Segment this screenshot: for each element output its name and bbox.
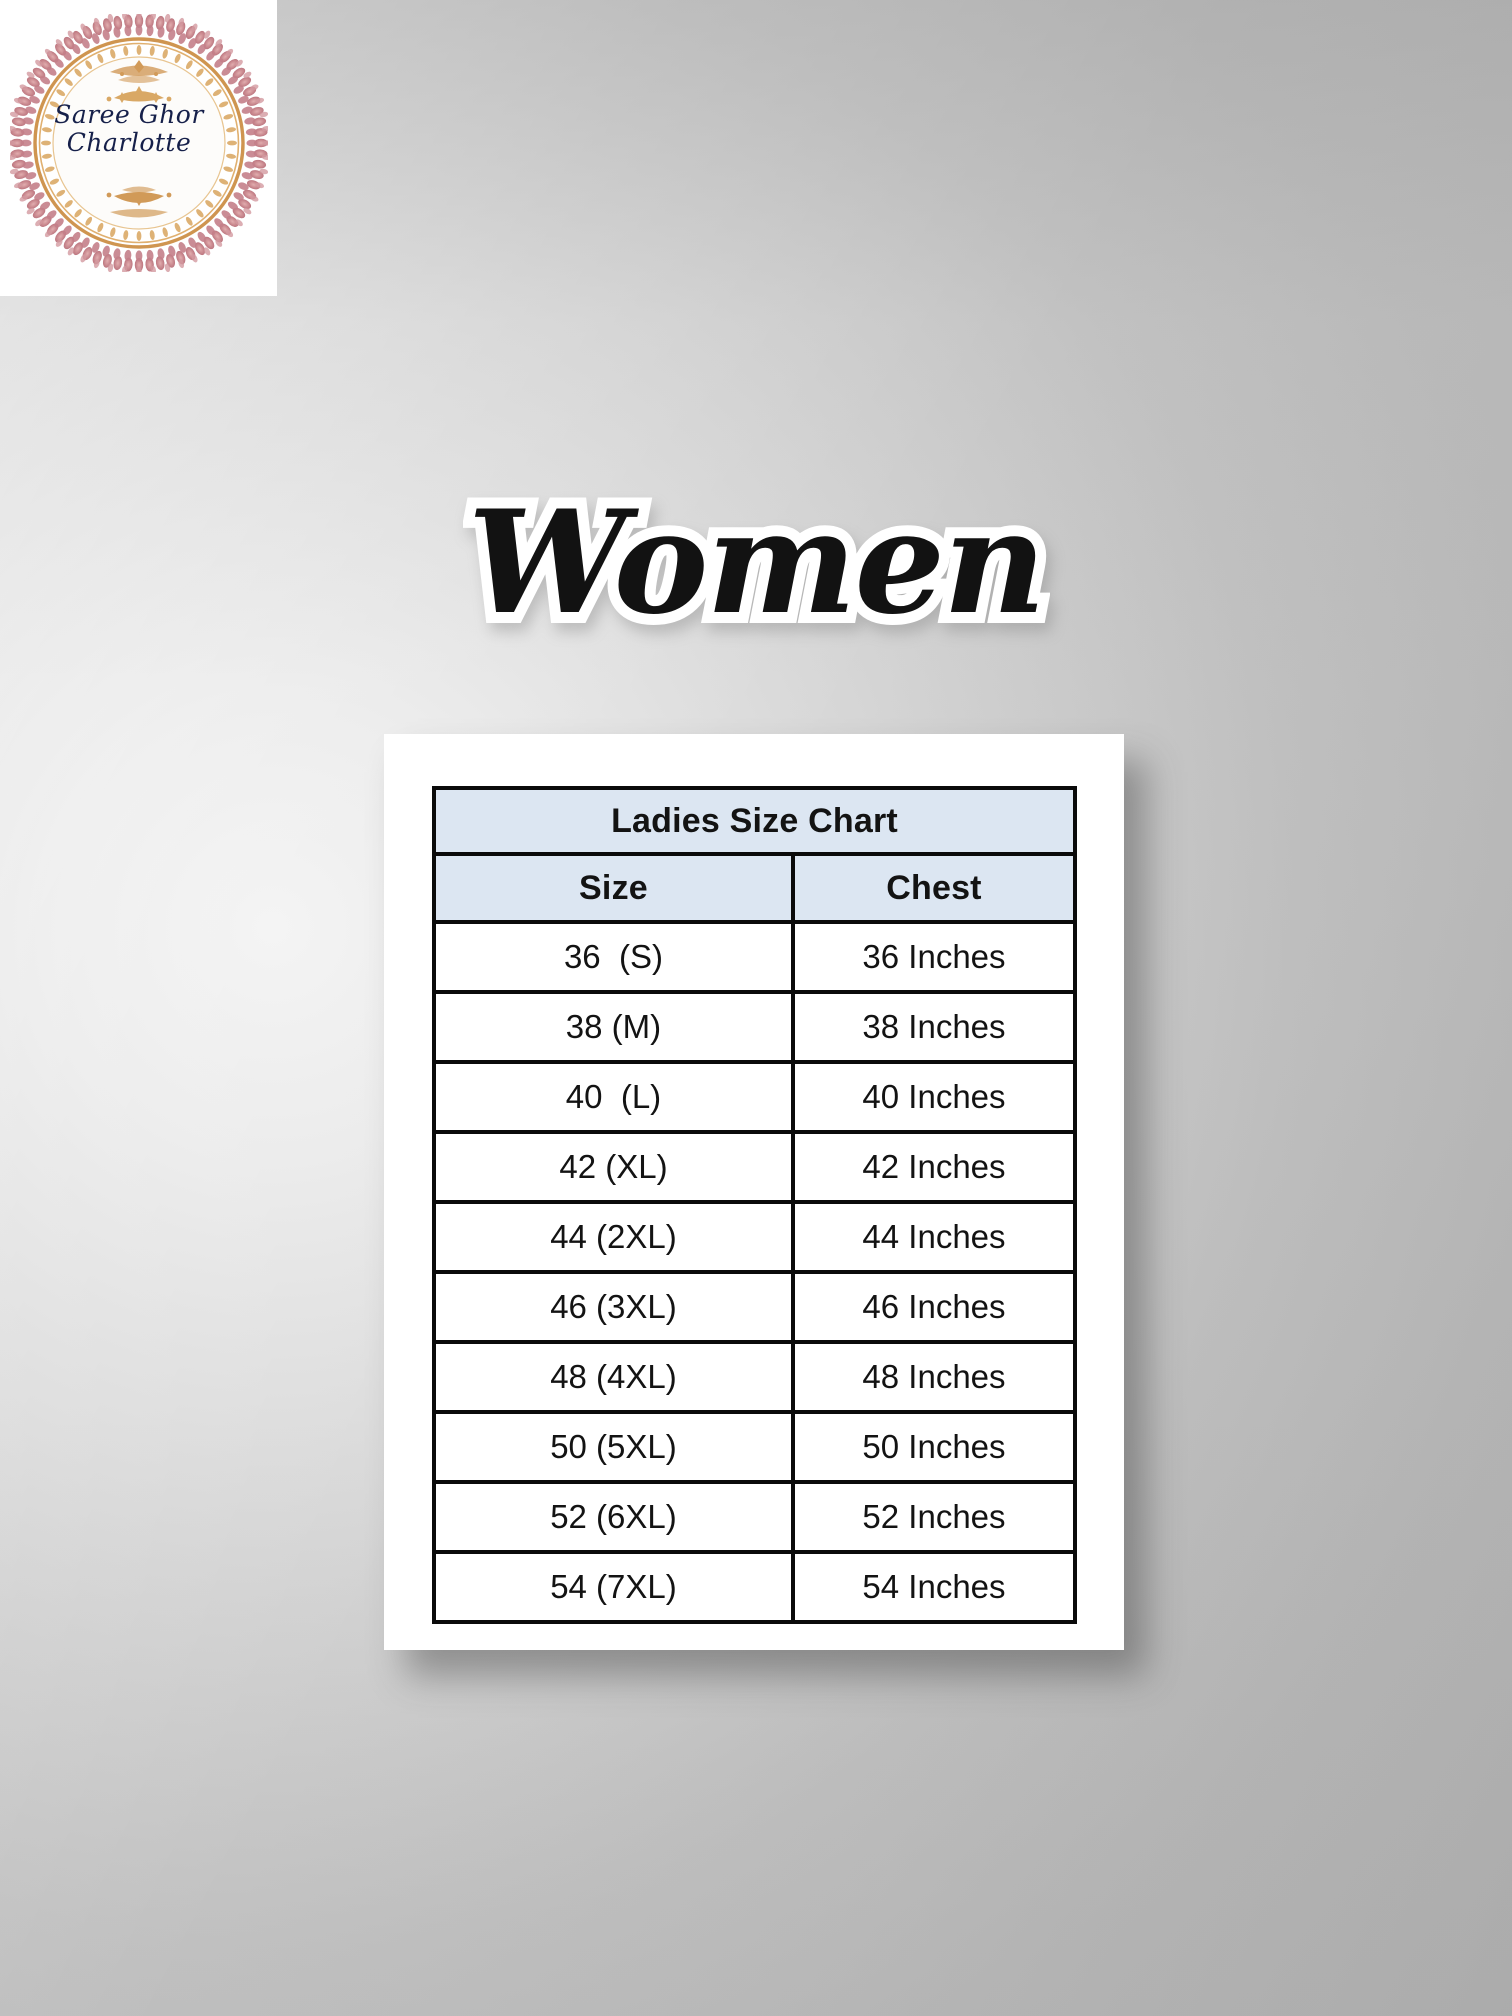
table-row: 52 (6XL) 52 Inches <box>432 1480 1078 1554</box>
mandala-frame-icon <box>10 14 268 272</box>
table-row: 46 (3XL) 46 Inches <box>432 1270 1078 1344</box>
cell-chest: 36 Inches <box>790 920 1078 994</box>
cell-size: 38 (M) <box>432 990 795 1064</box>
cell-chest: 46 Inches <box>790 1270 1078 1344</box>
size-chart-card: Ladies Size Chart Size Chest 36 (S) 36 In… <box>384 734 1124 1650</box>
cell-size: 46 (3XL) <box>432 1270 795 1344</box>
table-title-cell: Ladies Size Chart <box>432 786 1077 856</box>
table-row: 40 (L) 40 Inches <box>432 1060 1078 1134</box>
column-header-chest: Chest <box>790 852 1078 924</box>
cell-chest: 44 Inches <box>790 1200 1078 1274</box>
cell-size: 52 (6XL) <box>432 1480 795 1554</box>
cell-chest: 38 Inches <box>790 990 1078 1064</box>
cell-size: 50 (5XL) <box>432 1410 795 1484</box>
cell-chest: 54 Inches <box>790 1550 1078 1624</box>
page-title: Women <box>457 480 1057 646</box>
table-row: 38 (M) 38 Inches <box>432 990 1078 1064</box>
table-column-header-row: Size Chest <box>432 852 1078 924</box>
table-title-row: Ladies Size Chart <box>432 786 1077 856</box>
table-row: 48 (4XL) 48 Inches <box>432 1340 1078 1414</box>
cell-chest: 42 Inches <box>790 1130 1078 1204</box>
table-head: Ladies Size Chart Size Chest <box>432 786 1078 924</box>
cell-chest: 52 Inches <box>790 1480 1078 1554</box>
table-row: 54 (7XL) 54 Inches <box>432 1550 1078 1624</box>
ladies-size-chart-table: Ladies Size Chart Size Chest 36 (S) 36 In… <box>432 786 1078 1624</box>
table-row: 42 (XL) 42 Inches <box>432 1130 1078 1204</box>
table-row: 44 (2XL) 44 Inches <box>432 1200 1078 1274</box>
cell-size: 36 (S) <box>432 920 795 994</box>
table-body: 36 (S) 36 Inches 38 (M) 38 Inches 40 (L) 40 I… <box>432 920 1078 1624</box>
cell-size: 40 (L) <box>432 1060 795 1134</box>
column-header-size: Size <box>432 852 795 924</box>
cell-size: 54 (7XL) <box>432 1550 795 1624</box>
cell-size: 44 (2XL) <box>432 1200 795 1274</box>
cell-chest: 50 Inches <box>790 1410 1078 1484</box>
cell-chest: 40 Inches <box>790 1060 1078 1134</box>
brand-logo: Saree Ghor Charlotte <box>0 0 277 296</box>
cell-size: 48 (4XL) <box>432 1340 795 1414</box>
table-row: 50 (5XL) 50 Inches <box>432 1410 1078 1484</box>
cell-chest: 48 Inches <box>790 1340 1078 1414</box>
page-title-container: Women <box>0 480 1512 646</box>
table-row: 36 (S) 36 Inches <box>432 920 1078 994</box>
cell-size: 42 (XL) <box>432 1130 795 1204</box>
